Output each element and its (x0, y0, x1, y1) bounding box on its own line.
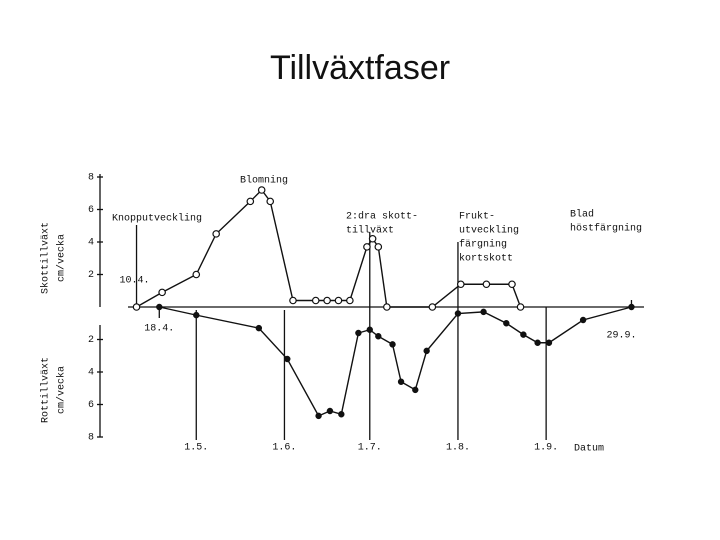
data-point (503, 320, 510, 327)
y2-tick-label: 8 (88, 433, 94, 444)
annotation: 2:dra skott- (346, 211, 418, 223)
data-point (480, 308, 487, 316)
axis-label: Rottillväxt (40, 357, 52, 423)
data-point (284, 355, 291, 363)
data-point (338, 411, 345, 418)
data-point (508, 280, 516, 289)
y2-tick-label: 4 (88, 368, 94, 379)
x-tick-label: 18.4. (144, 324, 174, 335)
data-point (579, 316, 587, 324)
annotation: Frukt- (459, 211, 495, 223)
data-point (383, 303, 391, 311)
data-point (456, 280, 465, 289)
x-axis-label: Datum (574, 444, 604, 455)
data-point (326, 407, 334, 415)
x-tick-label: 1.8. (446, 443, 470, 454)
data-point (266, 197, 275, 206)
x-tick-label: 1.6. (272, 443, 296, 454)
data-point (158, 288, 166, 297)
y-tick-label: 8 (88, 173, 94, 184)
data-point (428, 303, 437, 311)
data-point (192, 270, 201, 279)
annotation: kortskott (459, 253, 513, 265)
data-point (255, 324, 263, 332)
axis-label: Skottillväxt (40, 222, 52, 294)
annotation: höstfärgning (570, 223, 642, 235)
data-point (375, 333, 382, 340)
data-point (374, 243, 383, 251)
data-point (315, 412, 322, 420)
data-point (628, 303, 635, 311)
axis-label: cm/vecka (56, 234, 68, 282)
axis-label: cm/vecka (56, 366, 68, 414)
data-point (423, 347, 430, 355)
data-point (366, 326, 373, 333)
series-line (159, 306, 632, 417)
annotation: tillväxt (346, 225, 394, 237)
x-tick-label: 1.7. (358, 443, 382, 454)
data-point (368, 234, 377, 243)
data-point (323, 296, 331, 305)
data-point (346, 296, 354, 305)
data-point (454, 310, 462, 317)
data-point (212, 230, 220, 238)
data-point (412, 386, 419, 394)
data-point (520, 331, 527, 338)
annotation: Blad (570, 209, 594, 221)
data-point (193, 311, 200, 319)
annotation: utveckling (459, 225, 519, 237)
data-point (355, 329, 362, 337)
chart-title: Tillväxtfaser (270, 49, 450, 87)
annotation: Blomning (240, 175, 288, 187)
data-point (156, 303, 163, 311)
x-tick-label: 1.5. (184, 443, 208, 454)
data-point (516, 303, 525, 311)
y-tick-label: 6 (88, 205, 94, 216)
data-point (132, 303, 141, 311)
x-tick-label: 1.9. (534, 443, 558, 454)
data-point (545, 339, 553, 346)
data-point (534, 339, 541, 346)
annotation: färgning (459, 239, 507, 251)
x-tick-label: 29.9. (606, 331, 636, 342)
y-tick-label: 2 (88, 270, 94, 281)
y2-tick-label: 6 (88, 400, 94, 411)
data-point (257, 186, 266, 194)
y2-tick-label: 2 (88, 335, 94, 346)
data-point (311, 296, 320, 305)
data-point (334, 296, 343, 305)
data-point (389, 341, 396, 348)
data-point (482, 280, 491, 289)
data-point (289, 296, 297, 305)
annotation: Knopputveckling (112, 213, 202, 225)
y-tick-label: 4 (88, 238, 94, 249)
data-point (397, 378, 405, 385)
x-tick-label: 10.4. (120, 276, 150, 287)
data-point (363, 243, 371, 251)
data-point (246, 197, 255, 206)
